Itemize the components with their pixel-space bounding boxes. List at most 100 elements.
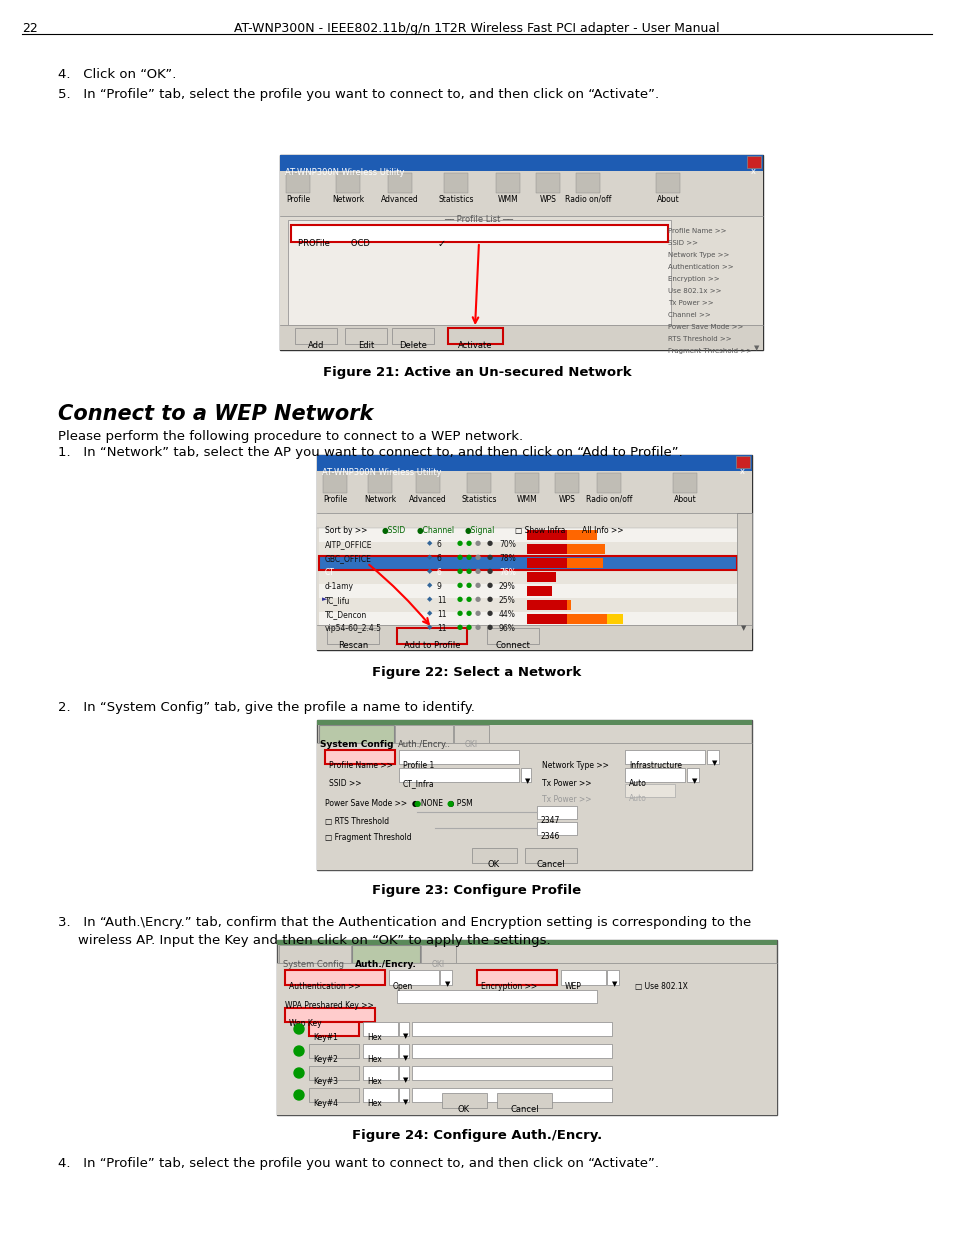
Bar bbox=[285, 1008, 375, 1023]
Text: 5.   In “Profile” tab, select the profile you want to connect to, and then click: 5. In “Profile” tab, select the profile … bbox=[58, 88, 659, 101]
Text: Key#1: Key#1 bbox=[313, 1032, 337, 1042]
Bar bbox=[398, 768, 518, 782]
Text: ▼: ▼ bbox=[691, 778, 697, 784]
Bar bbox=[325, 750, 395, 764]
Bar bbox=[323, 473, 347, 493]
Bar bbox=[560, 969, 605, 986]
Bar bbox=[476, 969, 557, 986]
Bar bbox=[656, 173, 679, 193]
Text: Power Save Mode >>: Power Save Mode >> bbox=[667, 324, 742, 330]
Bar bbox=[276, 963, 776, 1115]
Bar bbox=[412, 1023, 612, 1036]
Bar bbox=[396, 990, 597, 1003]
Text: 11: 11 bbox=[436, 597, 446, 605]
Bar bbox=[318, 598, 737, 613]
Text: Add: Add bbox=[308, 341, 324, 350]
Text: Network: Network bbox=[332, 195, 364, 204]
Text: ◆: ◆ bbox=[427, 597, 432, 601]
Bar bbox=[278, 945, 351, 963]
Bar bbox=[526, 572, 556, 582]
Text: ●: ● bbox=[456, 597, 462, 601]
Bar bbox=[276, 940, 776, 945]
Bar bbox=[327, 629, 378, 643]
Text: ●: ● bbox=[456, 555, 462, 559]
Text: Channel >>: Channel >> bbox=[667, 312, 710, 317]
Text: All Info >>: All Info >> bbox=[581, 526, 623, 535]
Text: OKI: OKI bbox=[431, 960, 444, 969]
Bar bbox=[280, 170, 762, 216]
Text: ●: ● bbox=[475, 624, 480, 630]
Text: Power Save Mode >>  ● NONE  ● PSM: Power Save Mode >> ● NONE ● PSM bbox=[325, 799, 473, 808]
Bar bbox=[316, 625, 751, 650]
Text: ●: ● bbox=[456, 540, 462, 546]
Text: OK: OK bbox=[487, 860, 499, 869]
Text: System Config: System Config bbox=[283, 960, 344, 969]
Text: ◆: ◆ bbox=[427, 582, 432, 588]
Text: AT-WNP300N Wireless Utility: AT-WNP300N Wireless Utility bbox=[322, 468, 441, 477]
Bar bbox=[566, 600, 571, 610]
Text: Profile Name >>: Profile Name >> bbox=[667, 228, 726, 233]
Bar bbox=[706, 750, 719, 764]
Text: CT: CT bbox=[325, 568, 335, 577]
Bar bbox=[309, 1088, 358, 1102]
Text: ── Profile List ──: ── Profile List ── bbox=[444, 215, 513, 224]
Text: Cancel: Cancel bbox=[510, 1105, 538, 1114]
Bar bbox=[420, 945, 456, 963]
Text: Key#2: Key#2 bbox=[313, 1055, 337, 1065]
Bar bbox=[318, 542, 737, 556]
Bar bbox=[286, 173, 310, 193]
Bar bbox=[472, 848, 517, 863]
Text: AT-WNP300N - IEEE802.11b/g/n 1T2R Wireless Fast PCI adapter - User Manual: AT-WNP300N - IEEE802.11b/g/n 1T2R Wirele… bbox=[233, 22, 720, 35]
Circle shape bbox=[294, 1091, 304, 1100]
Text: CT_Infra: CT_Infra bbox=[402, 779, 435, 788]
Text: ▼: ▼ bbox=[402, 1055, 408, 1061]
Text: 70%: 70% bbox=[498, 540, 516, 550]
Text: 6: 6 bbox=[436, 555, 441, 563]
Text: ●: ● bbox=[475, 568, 480, 574]
Bar bbox=[280, 156, 762, 350]
Text: Figure 22: Select a Network: Figure 22: Select a Network bbox=[372, 666, 581, 679]
Text: ●Signal: ●Signal bbox=[464, 526, 495, 535]
Text: SSID >>: SSID >> bbox=[667, 240, 698, 246]
Text: TC_lifu: TC_lifu bbox=[325, 597, 350, 605]
Text: ●: ● bbox=[456, 568, 462, 574]
Text: ▼: ▼ bbox=[402, 1077, 408, 1083]
Bar bbox=[526, 558, 566, 568]
Bar bbox=[454, 725, 489, 743]
Bar bbox=[392, 329, 434, 345]
Bar bbox=[746, 156, 760, 168]
Text: WMM: WMM bbox=[517, 495, 537, 504]
Bar bbox=[395, 725, 453, 743]
Text: 22: 22 bbox=[22, 22, 38, 35]
Text: 78%: 78% bbox=[498, 555, 516, 563]
Bar bbox=[606, 969, 618, 986]
Text: Infrastructure: Infrastructure bbox=[628, 761, 681, 769]
Text: Activate: Activate bbox=[457, 341, 492, 350]
Text: ●: ● bbox=[475, 555, 480, 559]
Bar bbox=[441, 1093, 486, 1108]
Bar bbox=[566, 530, 597, 540]
Bar bbox=[363, 1023, 397, 1036]
Text: 96%: 96% bbox=[498, 624, 516, 634]
Bar bbox=[443, 173, 468, 193]
Bar bbox=[672, 473, 697, 493]
Bar bbox=[345, 329, 387, 345]
Text: Radio on/off: Radio on/off bbox=[564, 195, 611, 204]
Text: Profile Name >>: Profile Name >> bbox=[329, 761, 393, 769]
Text: wireless AP. Input the Key and then click on “OK” to apply the settings.: wireless AP. Input the Key and then clic… bbox=[78, 934, 550, 947]
Text: Auth./Encry.: Auth./Encry. bbox=[355, 960, 416, 969]
Text: Hex: Hex bbox=[367, 1055, 381, 1065]
Bar bbox=[412, 1088, 612, 1102]
Bar bbox=[352, 945, 419, 963]
Text: x: x bbox=[739, 467, 743, 475]
Text: Advanced: Advanced bbox=[409, 495, 446, 504]
Bar bbox=[566, 614, 606, 624]
Circle shape bbox=[294, 1068, 304, 1078]
Text: ◆: ◆ bbox=[427, 540, 432, 546]
Text: Cancel: Cancel bbox=[537, 860, 565, 869]
Text: 6: 6 bbox=[436, 540, 441, 550]
Text: Statistics: Statistics bbox=[437, 195, 474, 204]
Text: □ Show Infra: □ Show Infra bbox=[515, 526, 565, 535]
Text: ▼: ▼ bbox=[754, 345, 759, 351]
Bar bbox=[318, 556, 737, 571]
